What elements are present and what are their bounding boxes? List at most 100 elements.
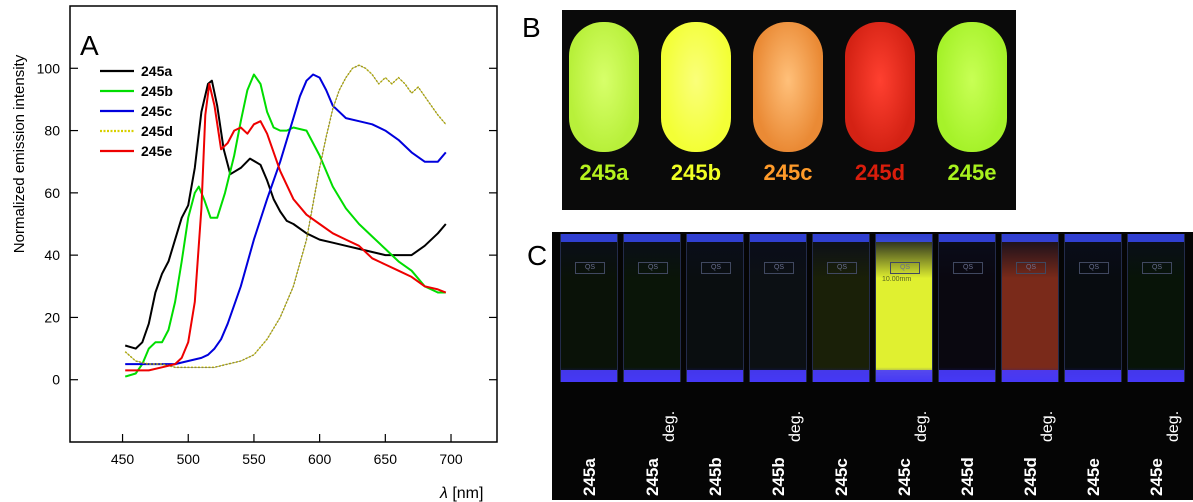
cuvette-245d-deg: QS — [1001, 234, 1059, 382]
legend-label-245b: 245b — [141, 83, 173, 99]
legend-label-245c: 245c — [141, 103, 172, 119]
cuvette-label: 245e — [1068, 384, 1128, 500]
vial-245c — [753, 22, 823, 152]
cuvette-245c: QS — [812, 234, 870, 382]
cuvette-name: 245c — [832, 458, 851, 496]
cuvette-name: 245c — [895, 458, 914, 496]
cuvette-top-glow — [876, 234, 932, 242]
series-line-245c — [125, 73, 447, 366]
cuvette-name: 245d — [958, 457, 977, 496]
x-tick-label: 650 — [374, 451, 398, 467]
series-line-245e — [125, 82, 447, 372]
cuvette-label: 245d deg. — [1005, 384, 1065, 500]
cuvette-bottom-glow — [561, 370, 617, 382]
panel-c-letter: C — [527, 240, 548, 271]
plot-frame — [69, 5, 498, 443]
cuvette-mark: QS — [1079, 262, 1109, 274]
cuvette-top-glow — [1128, 234, 1184, 242]
legend-label-245a: 245a — [141, 63, 172, 79]
y-tick-label: 60 — [44, 185, 60, 201]
cuvette-bottom-glow — [876, 370, 932, 382]
cuvette-top-glow — [939, 234, 995, 242]
vial-label: 245a — [579, 160, 629, 185]
y-tick-label: 80 — [44, 123, 60, 139]
x-axis-label: λ [nm] — [439, 485, 483, 502]
cuvette-top-glow — [561, 234, 617, 242]
y-tick-label: 40 — [44, 247, 60, 263]
series-line-245a — [124, 79, 447, 350]
vial-245b — [661, 22, 731, 152]
cuvette-photo: QS 245a QS 245a deg. QS 245b QS 245b deg. QS 245c QS… — [552, 232, 1193, 500]
vial-245d — [845, 22, 915, 152]
cuvette-mark: QS — [1142, 262, 1172, 274]
cuvette-245a-deg: QS — [623, 234, 681, 382]
cuvette-mark: QS — [1016, 262, 1046, 274]
cuvette-name: 245e — [1147, 458, 1166, 496]
cuvette-label: 245a deg. — [627, 384, 687, 500]
cuvette-suffix: deg. — [1039, 410, 1056, 442]
cuvette-mark: QS — [953, 262, 983, 274]
cuvette-245e-deg: QS — [1127, 234, 1185, 382]
cuvette-245b: QS — [686, 234, 744, 382]
x-tick-label: 550 — [242, 451, 266, 467]
x-tick-label: 700 — [439, 451, 463, 467]
vial-label: 245d — [854, 160, 906, 185]
cuvette-name: 245d — [1021, 457, 1040, 496]
y-tick-label: 100 — [37, 60, 61, 76]
cuvette-suffix: deg. — [661, 410, 678, 442]
cuvette-label: 245b deg. — [753, 384, 813, 500]
cuvette-label: 245a — [564, 384, 624, 500]
cuvette-mark: QS — [575, 262, 605, 274]
cuvette-name: 245b — [769, 457, 788, 496]
vial-label: 245b — [670, 160, 722, 185]
x-tick-label: 450 — [111, 451, 135, 467]
panel-b-letter: B — [522, 12, 541, 43]
cuvette-bottom-glow — [939, 370, 995, 382]
series-line-245d — [124, 64, 447, 369]
cuvette-name: 245b — [706, 457, 725, 496]
cuvette-mark: QS — [638, 262, 668, 274]
cuvette-top-glow — [1002, 234, 1058, 242]
cuvette-name: 245a — [643, 458, 662, 496]
vial-245a — [569, 22, 639, 152]
series-line-245b — [124, 73, 446, 378]
cuvette-bottom-glow — [624, 370, 680, 382]
cuvette-bottom-glow — [1128, 370, 1184, 382]
cuvette-top-glow — [624, 234, 680, 242]
y-tick-label: 0 — [52, 372, 60, 388]
cuvette-suffix: deg. — [1165, 410, 1182, 442]
cuvette-mark: QS — [701, 262, 731, 274]
cuvette-245b-deg: QS — [749, 234, 807, 382]
vial-label: 245c — [763, 160, 813, 185]
cuvette-label: 245e deg. — [1131, 384, 1191, 500]
emission-chart: 450 500 550 600 650 700 0 20 40 60 80 100 Normalized… — [11, 5, 498, 502]
series-outline-245d — [125, 64, 446, 368]
cuvette-name: 245a — [580, 458, 599, 496]
legend-label-245d: 245d — [141, 123, 173, 139]
cuvette-bottom-glow — [1065, 370, 1121, 382]
vial-photo: 245a 245b 245c 245d 245e — [562, 10, 1016, 210]
y-axis-label: Normalized emission intensity — [11, 54, 28, 253]
cuvette-label: 245b — [690, 384, 750, 500]
cuvette-label: 245c deg. — [879, 384, 939, 500]
cuvette-label: 245d — [942, 384, 1002, 500]
cuvette-top-glow — [1065, 234, 1121, 242]
cuvette-mark: QS — [890, 262, 920, 274]
cuvette-245a: QS — [560, 234, 618, 382]
cuvette-bottom-glow — [1002, 370, 1058, 382]
vial-245e — [937, 22, 1007, 152]
cuvette-top-glow — [813, 234, 869, 242]
x-tick-label: 600 — [308, 451, 332, 467]
cuvette-top-glow — [750, 234, 806, 242]
cuvette-mark: QS — [827, 262, 857, 274]
vial-label: 245e — [947, 160, 997, 185]
cuvette-245e: QS — [1064, 234, 1122, 382]
cuvette-top-glow — [687, 234, 743, 242]
cuvette-245c-deg: QS 10.00mm — [875, 234, 933, 382]
legend-label-245e: 245e — [141, 143, 172, 159]
cuvette-bottom-glow — [813, 370, 869, 382]
x-tick-label: 500 — [177, 451, 201, 467]
cuvette-mark: QS — [764, 262, 794, 274]
cuvette-bottom-glow — [750, 370, 806, 382]
cuvette-size-label: 10.00mm — [882, 276, 912, 283]
